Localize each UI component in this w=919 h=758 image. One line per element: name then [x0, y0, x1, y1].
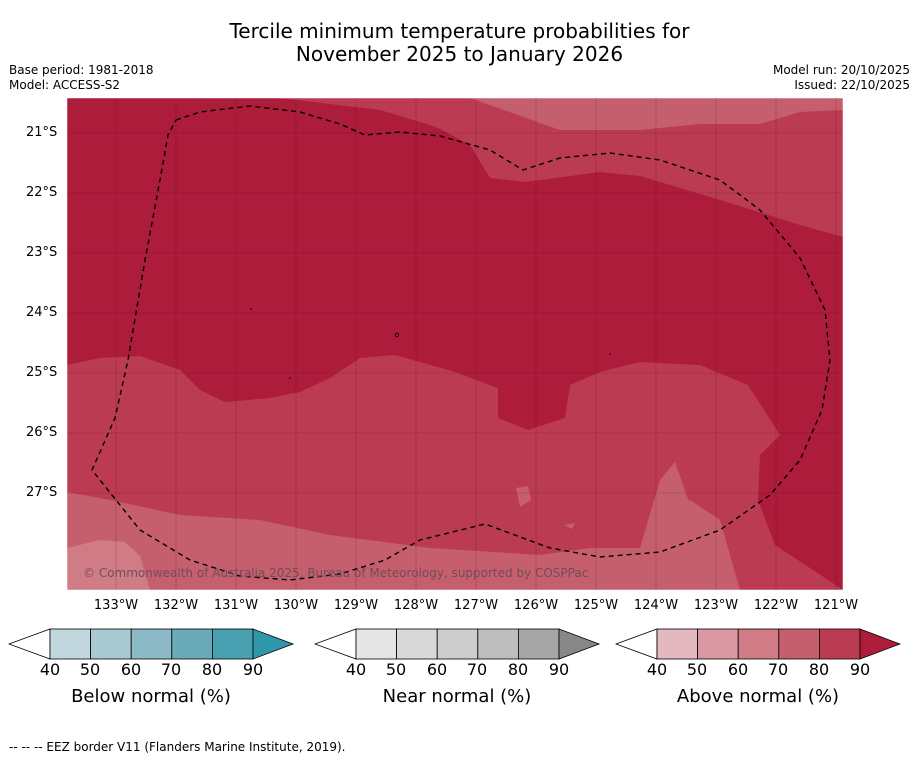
small-patch-2 — [564, 523, 575, 529]
tick-label: 50 — [79, 660, 101, 679]
tick-label: 70 — [767, 660, 789, 679]
tick-label: 50 — [686, 660, 708, 679]
island-dot — [289, 377, 291, 379]
region-70-80-top-right — [470, 98, 843, 130]
lon-label-123w: 123°W — [693, 598, 739, 613]
issued-text: Issued: 22/10/2025 — [794, 78, 910, 92]
colorbar-over-arrow — [859, 628, 902, 660]
colorbar-segment — [737, 628, 780, 660]
tick-label: 60 — [120, 660, 142, 679]
colorbar-over-arrow — [252, 628, 295, 660]
eez-footnote: -- -- -- EEZ border V11 (Flanders Marine… — [9, 740, 346, 754]
colorbar-segment — [778, 628, 820, 660]
colorbar-segment — [697, 628, 739, 660]
colorbar-segment — [396, 628, 438, 660]
colorbar-under-arrow — [8, 628, 51, 660]
tick-label: 40 — [39, 660, 61, 679]
colorbar-segment — [818, 628, 861, 660]
lon-label-121w: 121°W — [813, 598, 859, 613]
copyright-text: © Commonwealth of Australia 2025, Bureau… — [83, 566, 588, 580]
above-normal-title: Above normal (%) — [676, 686, 840, 707]
lat-label-21s: 21°S — [26, 125, 58, 140]
probability-map: © Commonwealth of Australia 2025, Bureau… — [66, 97, 844, 591]
region-70-80-bottom — [67, 492, 740, 590]
base-period-text: Base period: 1981-2018 — [9, 63, 154, 77]
map-gridlines — [67, 98, 843, 590]
lon-label-128w: 128°W — [393, 598, 439, 613]
lon-label-129w: 129°W — [333, 598, 379, 613]
lon-label-126w: 126°W — [513, 598, 559, 613]
colorbar-segment — [477, 628, 519, 660]
colorbar-segment — [130, 628, 173, 660]
below-normal-colorbar — [8, 628, 295, 660]
tick-label: 80 — [201, 660, 223, 679]
colorbar-under-arrow — [314, 628, 357, 660]
colorbar-segment — [49, 628, 91, 660]
tick-label: 90 — [548, 660, 570, 679]
lon-label-124w: 124°W — [633, 598, 679, 613]
lon-label-132w: 132°W — [153, 598, 199, 613]
chart-title-line-2: November 2025 to January 2026 — [295, 42, 624, 66]
lat-label-23s: 23°S — [26, 245, 58, 260]
eez-border — [91, 105, 831, 581]
colorbar-over-arrow — [558, 628, 601, 660]
below-normal-title: Below normal (%) — [71, 686, 231, 707]
tick-label: 80 — [507, 660, 529, 679]
model-run-text: Model run: 20/10/2025 — [772, 63, 910, 77]
tick-label: 40 — [345, 660, 367, 679]
lat-label-27s: 27°S — [26, 485, 58, 500]
colorbar-segment — [90, 628, 132, 660]
lon-label-127w: 127°W — [453, 598, 499, 613]
near-normal-title: Near normal (%) — [382, 686, 532, 707]
lat-label-24s: 24°S — [26, 305, 58, 320]
region-90-plus-core — [67, 98, 843, 590]
tick-label: 90 — [849, 660, 871, 679]
model-text: Model: ACCESS-S2 — [9, 78, 121, 92]
lon-label-130w: 130°W — [273, 598, 319, 613]
island-dot — [609, 353, 611, 355]
island-dot — [394, 332, 400, 338]
above-normal-colorbar — [615, 628, 902, 660]
tick-label: 70 — [466, 660, 488, 679]
colorbar-segment — [355, 628, 397, 660]
tick-label: 60 — [727, 660, 749, 679]
tick-label: 50 — [385, 660, 407, 679]
chart-title-line-1: Tercile minimum temperature probabilitie… — [229, 19, 690, 43]
lat-label-26s: 26°S — [26, 425, 58, 440]
colorbar-under-arrow — [615, 628, 658, 660]
colorbar-segment — [436, 628, 479, 660]
lon-label-122w: 122°W — [753, 598, 799, 613]
lat-label-22s: 22°S — [26, 185, 58, 200]
near-normal-colorbar — [314, 628, 601, 660]
lon-label-125w: 125°W — [573, 598, 619, 613]
tick-label: 40 — [646, 660, 668, 679]
lon-label-133w: 133°W — [93, 598, 139, 613]
tick-label: 60 — [426, 660, 448, 679]
tick-label: 70 — [160, 660, 182, 679]
tick-label: 90 — [242, 660, 264, 679]
lat-label-25s: 25°S — [26, 365, 58, 380]
colorbar-segment — [171, 628, 213, 660]
colorbar-segment — [517, 628, 560, 660]
island-dot — [250, 308, 252, 310]
small-patch — [516, 486, 531, 507]
lon-label-131w: 131°W — [213, 598, 259, 613]
tick-label: 80 — [808, 660, 830, 679]
colorbar-segment — [656, 628, 698, 660]
colorbar-segment — [211, 628, 254, 660]
region-60-70-bottom-left — [67, 540, 150, 590]
